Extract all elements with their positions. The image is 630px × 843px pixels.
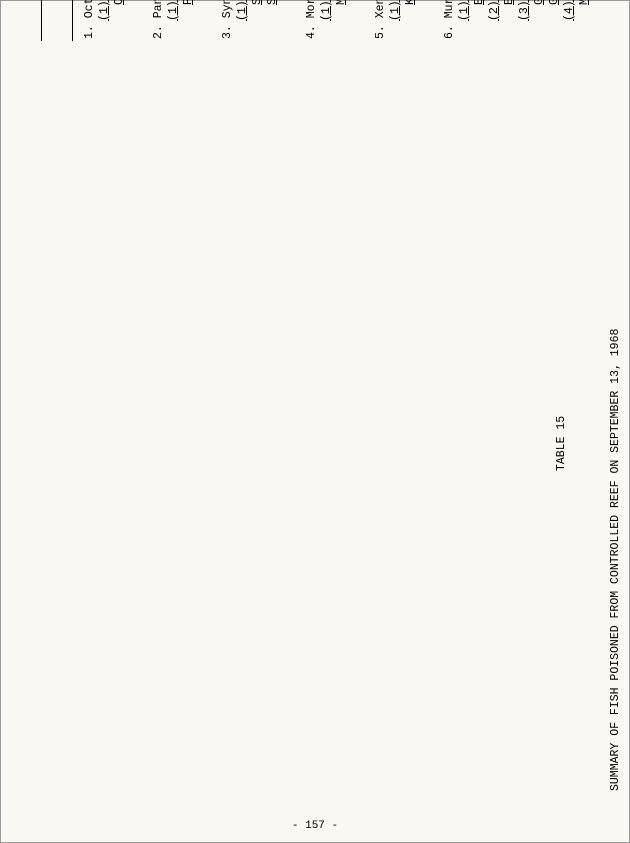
species-cell: (2) Enchelycore [487, 0, 502, 41]
species-cell [196, 0, 211, 41]
species-cell: 4. Moringuidae [295, 0, 319, 41]
table-row: P. argus13688.9275274.51103.498450 [181, 0, 196, 41]
table-row: 127.13.52653.14.0240290 [349, 0, 364, 41]
fish-table: #gen #sp #spec Totalwt. g. Meanwt. g. Me… [41, 0, 592, 41]
species-cell: O. sp. [112, 0, 127, 41]
species-cell: (1) Synodus [235, 0, 250, 41]
table-row: G. moringa92057.2364.248110.4718.0237725 [532, 0, 547, 41]
table-row: 4. Moringuidae1 [295, 0, 319, 41]
species-cell: 5. Xenocongridae [364, 0, 388, 41]
species-cell: M. miliaris [577, 0, 592, 41]
table-row: (1) Octopus12104.0552436.5103.5154332 [97, 0, 112, 41]
species-cell: (1) Panulirus [166, 0, 181, 41]
table-row: E. nigricans674.926.82632.451.3146380 [502, 0, 517, 41]
species-cell: K. hyeproroides [403, 0, 418, 41]
species-cell: 3. Synodontidae [211, 0, 235, 41]
species-cell: M. eduardsi [334, 0, 349, 41]
page-number: - 157 - [292, 820, 338, 832]
species-cell: (1) Echidna [457, 0, 472, 41]
table-row: (1) Synodus2237.618.81342.934.785183 [235, 0, 250, 41]
species-cell: G. moringa [532, 0, 547, 41]
table-row: M. miliaris2167.183.537471.096.1363386 [577, 0, 592, 41]
species-cell: E. nigricans [502, 0, 517, 41]
table-row: 6. Muraenidae45192329.75360.24362.4718.0… [433, 0, 457, 41]
species-cell [418, 0, 433, 41]
species-cell: 2. Panuliridae [142, 0, 166, 41]
table-row: 1. Octopodidae1 [73, 0, 98, 41]
species-cell: (1) Moringua [319, 0, 334, 41]
species-cell [127, 0, 142, 41]
table-row: (1) Moringua127.13.52653.14.0240290 [319, 0, 334, 41]
species-cell: (1) Octopus [97, 0, 112, 41]
table-row: 5. Xenocongridae1 [364, 0, 388, 41]
table-row: S. foetens2218.81342.934.785183 [250, 0, 265, 41]
species-cell [349, 0, 364, 41]
table-row: S. intermedius112.9---------------------… [265, 0, 280, 41]
table-region: #gen #sp #spec Totalwt. g. Meanwt. g. Me… [41, 0, 592, 41]
species-cell: E. catenata [472, 0, 487, 41]
table-row: K. hyeproroides118.1------------------ [403, 0, 418, 41]
species-cell: (3) Gymnothorax [517, 0, 532, 41]
table-row: 1134.7---------------------- [280, 0, 295, 41]
header-row: #gen #sp #spec Totalwt. g. Meanwt. g. Me… [42, 0, 73, 41]
table-row: 12104.0552436.5103.5154332 [127, 0, 142, 41]
species-cell: P. argus [181, 0, 196, 41]
table-row: G. vicinus10.05---------------------- [547, 0, 562, 41]
table-row: 118.1------------------ [418, 0, 433, 41]
species-cell: 1. Octopodidae [73, 0, 98, 41]
table-row: (1) Echidna1130.5-------------------- [457, 0, 472, 41]
table-caption: SUMMARY OF FISH POISONED FROM CONTROLLED… [609, 329, 622, 791]
table-row: 2. Panuliridae1 [142, 0, 166, 41]
table-row: (3) Gymnothorax2102057.25364.248110.4718… [517, 0, 532, 41]
species-cell: S. intermedius [265, 0, 280, 41]
table-row: M. eduardsi127.13.52653.14.0240290 [334, 0, 349, 41]
table-row: 13688.9275274.51103.498450 [196, 0, 211, 41]
table-number: TABLE 15 [555, 416, 568, 471]
species-cell [280, 0, 295, 41]
species-cell: G. vicinus [547, 0, 562, 41]
species-cell: (4) Muraena [562, 0, 577, 41]
table-row: O. sp.12104.0552436.5103.5154332 [112, 0, 127, 41]
species-cell: S. foetens [250, 0, 265, 41]
table-row: (4) Muraena12167.183.537471.096.1363386 [562, 0, 577, 41]
species-cell: 6. Muraenidae [433, 0, 457, 41]
table-row: E. catenata1130.5-------------------- [472, 0, 487, 41]
table-body: 1. Octopodidae1(1) Octopus12104.0552436.… [73, 0, 593, 41]
table-row: (1) Panulirus13688.9275274.51103.498450 [166, 0, 181, 41]
species-cell: (1) Kavpichthys [388, 0, 403, 41]
table-row: 3. Synodontidae1 [211, 0, 235, 41]
scanned-page: #gen #sp #spec Totalwt. g. Meanwt. g. Me… [0, 0, 630, 843]
col-species [42, 0, 73, 41]
table-row: (2) Enchelycore674.926.82632.451.3146380 [487, 0, 502, 41]
table-row: (1) Kavpichthys118.1------------------ [388, 0, 403, 41]
